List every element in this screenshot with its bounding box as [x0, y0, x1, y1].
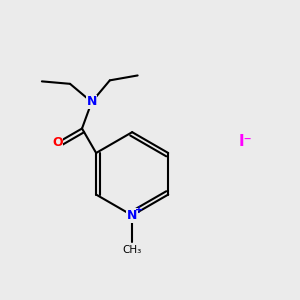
- Text: +: +: [135, 205, 143, 215]
- Text: N: N: [86, 95, 97, 109]
- Text: CH₃: CH₃: [122, 244, 142, 254]
- Text: N: N: [127, 209, 137, 222]
- Text: I⁻: I⁻: [238, 134, 252, 148]
- Text: O: O: [52, 136, 63, 149]
